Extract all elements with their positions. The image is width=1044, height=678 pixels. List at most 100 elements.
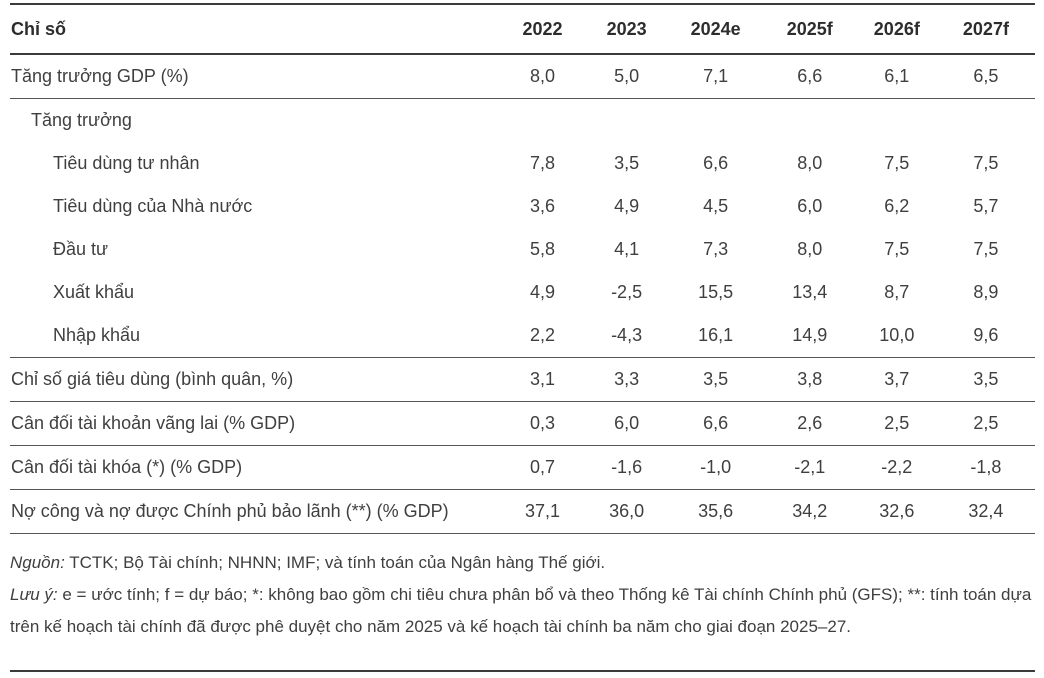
cell-value: 4,9 [529, 282, 556, 302]
column-header-2024e: 2024e [668, 4, 763, 55]
cell-value: 3,6 [529, 196, 556, 216]
cell-value: 4,1 [614, 239, 640, 259]
row-label: Tăng trưởng GDP (%) [10, 54, 501, 99]
row-label: Chỉ số giá tiêu dùng (bình quân, %) [10, 357, 501, 402]
cell-value: 32,4 [936, 489, 1035, 534]
cell-value: 2,6 [762, 401, 857, 446]
cell-value: 5,8 [529, 239, 556, 259]
cell-value: 8,0 [797, 153, 823, 173]
cell-value: 2,2 [500, 314, 585, 358]
cell-value: 3,7 [856, 357, 937, 402]
row-label: Nhập khẩu [10, 314, 501, 358]
cell-value: 6,6 [668, 401, 763, 446]
cell-value: 36,0 [584, 489, 669, 534]
row-label: Cân đối tài khóa (*) (% GDP) [10, 445, 501, 490]
economic-indicators-table: Chỉ số 2022 2023 2024e 2025f 2026f 2027f… [10, 3, 1035, 534]
row-label: Đầu tư [53, 239, 109, 259]
table-row-cpi: Chỉ số giá tiêu dùng (bình quân, %) 3,1 … [10, 357, 1035, 402]
cell-value: 7,1 [668, 54, 763, 99]
cell-value: 6,6 [762, 54, 857, 99]
cell-value: 3,1 [500, 357, 585, 402]
table-row-fiscal-balance: Cân đối tài khóa (*) (% GDP) 0,7 -1,6 -1… [10, 445, 1035, 490]
cell-value: 5,0 [584, 54, 669, 99]
column-header-2027f: 2027f [936, 4, 1035, 55]
column-header-2026f: 2026f [856, 4, 937, 55]
cell-value: 8,7 [884, 282, 910, 302]
table-row-exports: Xuất khẩu 4,9 -2,5 15,5 13,4 8,7 8,9 [10, 271, 1035, 314]
row-label: Tiêu dùng của Nhà nước [53, 196, 253, 216]
cell-value: 3,3 [584, 357, 669, 402]
source-note-text: TCTK; Bộ Tài chính; NHNN; IMF; và tính t… [64, 553, 606, 572]
cell-value: 5,7 [973, 196, 999, 216]
method-note-text: e = ước tính; f = dự báo; *: không bao g… [10, 585, 1032, 636]
cell-value: 8,0 [500, 54, 585, 99]
row-label: Cân đối tài khoản vãng lai (% GDP) [10, 401, 501, 446]
cell-value: 34,2 [762, 489, 857, 534]
cell-value: 2,5 [856, 401, 937, 446]
cell-value: 9,6 [936, 314, 1035, 358]
cell-value: 14,9 [762, 314, 857, 358]
cell-value: 7,8 [529, 153, 556, 173]
cell-value: 6,0 [584, 401, 669, 446]
cell-value: 3,5 [614, 153, 640, 173]
table-row-growth-subheader: Tăng trưởng [10, 99, 1035, 143]
cell-value: 15,5 [698, 282, 734, 302]
table-row-gdp-growth: Tăng trưởng GDP (%) 8,0 5,0 7,1 6,6 6,1 … [10, 54, 1035, 99]
cell-value: 8,0 [797, 239, 823, 259]
cell-value: 6,2 [884, 196, 910, 216]
table-header-row: Chỉ số 2022 2023 2024e 2025f 2026f 2027f [10, 4, 1035, 55]
cell-value: 10,0 [856, 314, 937, 358]
cell-empty [585, 99, 669, 143]
cell-value: 3,5 [668, 357, 763, 402]
table-row-government-consumption: Tiêu dùng của Nhà nước 3,6 4,9 4,5 6,0 6… [10, 185, 1035, 228]
column-header-2025f: 2025f [762, 4, 857, 55]
source-note-label: Nguồn: [10, 553, 65, 572]
table-row-investment: Đầu tư 5,8 4,1 7,3 8,0 7,5 7,5 [10, 228, 1035, 271]
cell-empty [669, 99, 763, 143]
cell-value: 4,5 [703, 196, 729, 216]
cell-value: -2,5 [611, 282, 643, 302]
cell-value: -1,6 [584, 445, 669, 490]
cell-value: 35,6 [668, 489, 763, 534]
cell-value: 0,7 [500, 445, 585, 490]
method-note: Lưu ý: e = ước tính; f = dự báo; *: khôn… [10, 579, 1035, 643]
cell-value: 16,1 [668, 314, 763, 358]
cell-value: 3,5 [936, 357, 1035, 402]
row-label: Tiêu dùng tư nhân [53, 153, 200, 173]
column-header-2023: 2023 [584, 4, 669, 55]
cell-value: 6,0 [797, 196, 823, 216]
method-note-label: Lưu ý: [10, 585, 58, 604]
cell-value: 7,5 [973, 153, 999, 173]
cell-value: 0,3 [500, 401, 585, 446]
table-row-imports: Nhập khẩu 2,2 -4,3 16,1 14,9 10,0 9,6 [10, 314, 1035, 358]
cell-value: -2,1 [762, 445, 857, 490]
cell-value: 8,9 [973, 282, 999, 302]
cell-value: 7,5 [973, 239, 999, 259]
cell-value: -4,3 [584, 314, 669, 358]
table-row-current-account: Cân đối tài khoản vãng lai (% GDP) 0,3 6… [10, 401, 1035, 446]
table-row-public-debt: Nợ công và nợ được Chính phủ bảo lãnh (*… [10, 489, 1035, 534]
cell-value: 7,3 [703, 239, 729, 259]
cell-value: 6,6 [703, 153, 729, 173]
cell-value: 4,9 [614, 196, 640, 216]
cell-empty [857, 99, 937, 143]
cell-value: -2,2 [856, 445, 937, 490]
cell-value: 13,4 [792, 282, 828, 302]
table-wrapper: Chỉ số 2022 2023 2024e 2025f 2026f 2027f… [10, 3, 1035, 643]
cell-value: 7,5 [884, 239, 910, 259]
table-row-private-consumption: Tiêu dùng tư nhân 7,8 3,5 6,6 8,0 7,5 7,… [10, 142, 1035, 185]
cell-empty [937, 99, 1035, 143]
footnotes: Nguồn: TCTK; Bộ Tài chính; NHNN; IMF; và… [10, 534, 1035, 643]
source-note: Nguồn: TCTK; Bộ Tài chính; NHNN; IMF; và… [10, 547, 1035, 579]
column-header-indicator: Chỉ số [10, 4, 501, 55]
cell-empty [763, 99, 857, 143]
row-label: Xuất khẩu [53, 282, 135, 302]
cell-value: 3,8 [762, 357, 857, 402]
cell-value: -1,0 [668, 445, 763, 490]
column-header-2022: 2022 [500, 4, 585, 55]
row-label: Nợ công và nợ được Chính phủ bảo lãnh (*… [10, 489, 501, 534]
cell-value: 6,1 [856, 54, 937, 99]
cell-empty [500, 99, 584, 143]
cell-value: -1,8 [936, 445, 1035, 490]
